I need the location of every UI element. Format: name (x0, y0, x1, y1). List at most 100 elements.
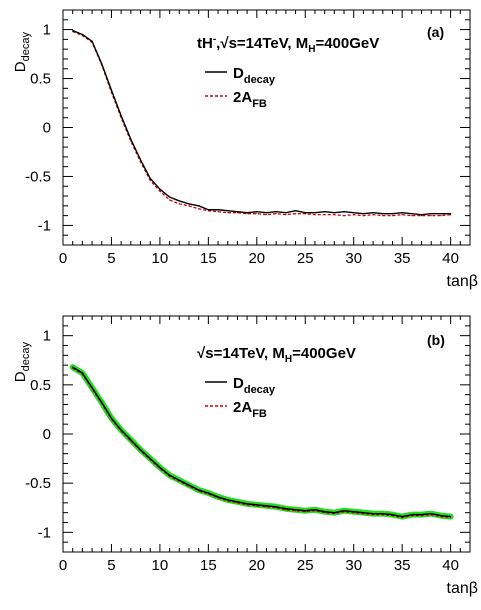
data-point (401, 516, 403, 518)
data-point (139, 449, 142, 451)
data-point (227, 210, 229, 212)
data-point (401, 214, 403, 216)
legend-entry: 2AFB (233, 89, 267, 110)
x-tick-label: 40 (442, 557, 459, 574)
annotation-main: tH (197, 35, 213, 52)
data-point (227, 212, 229, 214)
legend-entry-main: D (233, 65, 244, 82)
data-point (236, 211, 239, 213)
data-point (294, 509, 297, 511)
data-point (285, 212, 287, 214)
data-point (198, 208, 200, 210)
data-point (72, 29, 74, 32)
legend-entry-sub: FB (252, 408, 267, 420)
data-point (149, 177, 151, 180)
data-point (440, 213, 442, 215)
data-point (382, 215, 384, 217)
data-point (372, 513, 374, 515)
data-point (343, 510, 345, 512)
data-point (159, 190, 161, 192)
data-point (362, 512, 364, 514)
data-point (343, 211, 345, 213)
y-tick-label: 0.5 (30, 377, 51, 394)
data-point (285, 508, 287, 510)
x-tick-label: 20 (248, 557, 265, 574)
data-point (372, 214, 374, 216)
annotation-sub: H (308, 44, 315, 55)
data-point (430, 213, 432, 215)
data-point (198, 205, 200, 207)
data-point (110, 89, 113, 91)
x-tick-label: 10 (152, 250, 169, 267)
data-point (420, 214, 423, 216)
annotation: √s=14TeV, MH=400GeV (197, 345, 356, 365)
x-tick-label: 15 (200, 250, 217, 267)
annotation: tH-,√s=14TeV, MH=400GeV (197, 34, 379, 55)
data-point (265, 214, 268, 216)
data-point (188, 203, 190, 205)
legend-entry-sub: decay (244, 74, 276, 86)
data-point (401, 212, 403, 214)
data-point (391, 213, 394, 215)
data-point (217, 209, 219, 211)
data-point (275, 213, 277, 215)
data-point (265, 212, 268, 214)
x-tick-label: 40 (442, 250, 459, 267)
panel-b: 0 5 10 15 20 25 30 35 40 1 0.5 0 -0.5 -1 Ddecay tanβ √s=… (12, 315, 478, 597)
annotation-tail: =400GeV (292, 345, 356, 362)
data-point (256, 211, 258, 213)
legend-entry-main: 2A (233, 399, 252, 416)
data-point (420, 514, 423, 516)
data-point (353, 511, 355, 513)
series-line-2afb (72, 30, 451, 217)
data-point (382, 213, 384, 215)
data-point (314, 212, 316, 214)
data-point (120, 115, 122, 117)
y-axis-title-sub: decay (20, 342, 32, 372)
x-tick-label: 30 (345, 250, 362, 267)
x-axis-title: tanβ (447, 273, 478, 290)
data-point (91, 387, 93, 389)
data-point (256, 213, 258, 215)
legend-entry-main: 2A (233, 89, 252, 106)
data-point (120, 429, 122, 431)
x-tick-label: 0 (59, 557, 67, 574)
x-tick-label: 10 (152, 557, 169, 574)
data-point (304, 510, 306, 512)
data-point (440, 515, 442, 517)
data-point (353, 214, 355, 216)
data-point (101, 63, 103, 65)
data-point (304, 212, 306, 214)
x-tick-label: 15 (200, 557, 217, 574)
x-tick-label: 5 (107, 250, 115, 267)
data-point (275, 506, 277, 508)
data-point (391, 514, 394, 516)
data-point (333, 214, 335, 216)
data-point (110, 417, 113, 419)
data-point (217, 211, 219, 213)
data-point (149, 179, 151, 181)
data-point (275, 211, 277, 213)
x-tick-label: 35 (394, 250, 411, 267)
series-line-d-decay (72, 366, 451, 518)
annotation-mid: ,√s=14TeV, M (216, 35, 308, 52)
data-point (159, 466, 161, 469)
data-point (149, 457, 151, 460)
y-tick-label: 1 (43, 22, 51, 39)
series-line-d-decay (72, 29, 451, 216)
data-point (207, 492, 209, 494)
data-point (362, 213, 364, 215)
data-point (246, 212, 248, 214)
data-point (285, 214, 287, 216)
y-tick-label: 0 (43, 426, 51, 443)
x-tick-label: 25 (297, 250, 314, 267)
legend-entry: Ddecay (233, 375, 276, 396)
series-2afb (72, 30, 452, 217)
data-point (169, 474, 171, 476)
y-tick-label: -0.5 (25, 475, 51, 492)
data-point (382, 513, 384, 515)
data-point (324, 211, 326, 213)
data-point (333, 513, 335, 515)
